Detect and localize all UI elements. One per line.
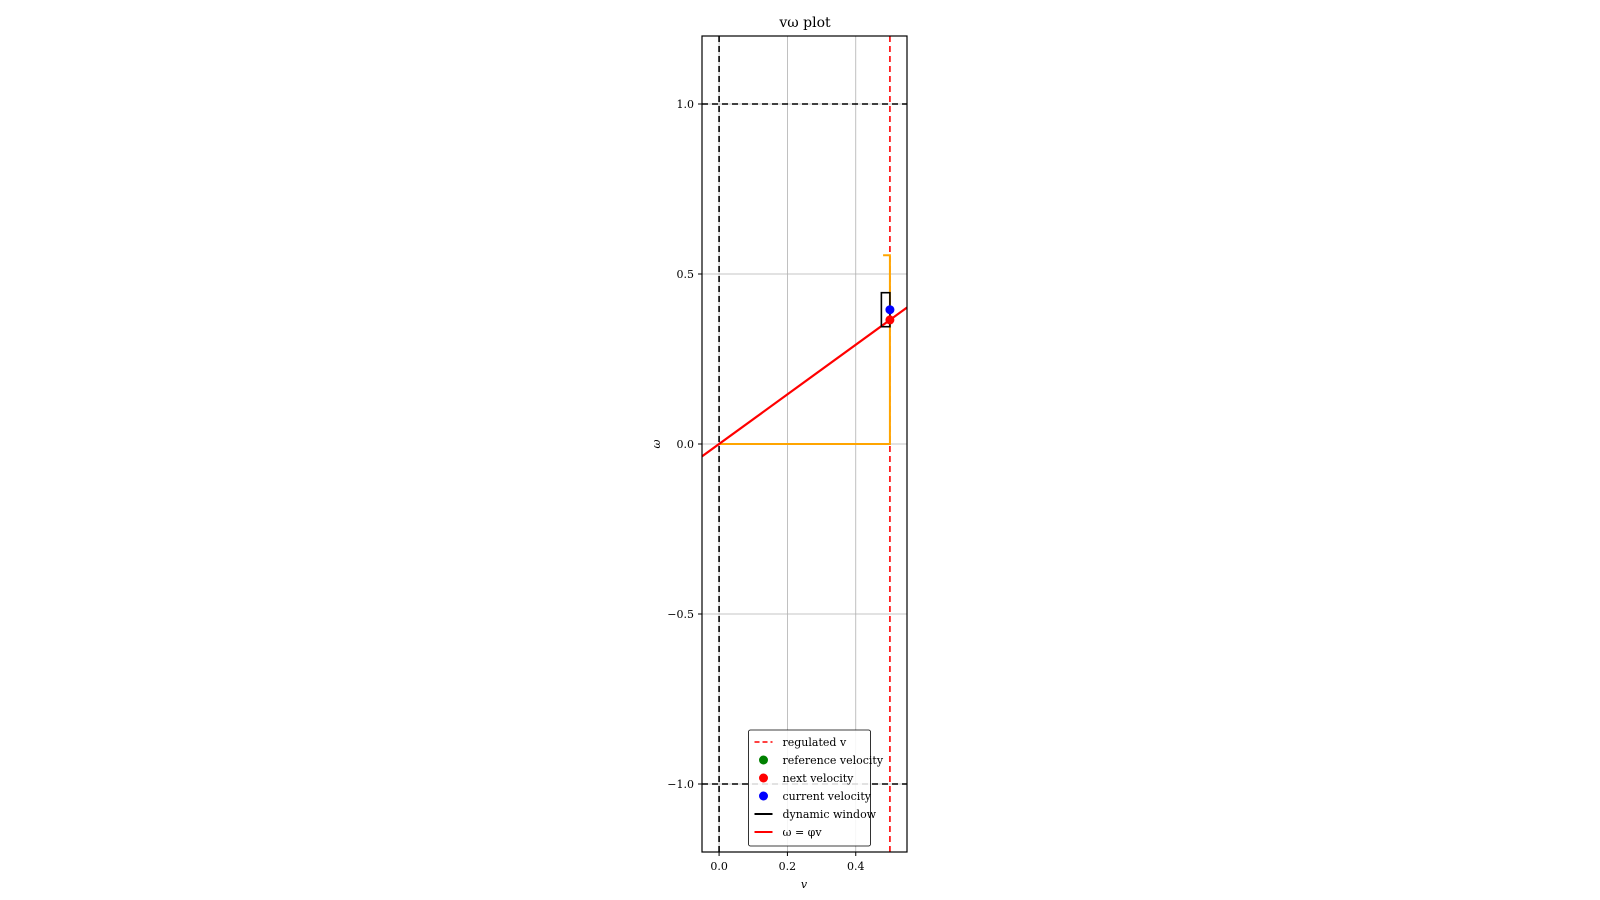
x-tick-label-0: 0.0	[710, 860, 728, 873]
x-tick-label-2: 0.4	[847, 860, 865, 873]
legend-swatch-1	[759, 755, 768, 765]
y-tick-label-0: 1.0	[677, 98, 695, 111]
legend-label-5: ω = φv	[783, 826, 823, 839]
legend-label-0: regulated v	[783, 736, 847, 749]
y-tick-label-1: 0.5	[677, 268, 695, 281]
next-velocity-point	[885, 315, 895, 325]
legend-swatch-2	[759, 773, 768, 783]
y-tick-label-2: 0.0	[677, 438, 695, 451]
x-tick-label-1: 0.2	[779, 860, 797, 873]
legend-label-2: next velocity	[783, 772, 855, 785]
legend-box	[748, 729, 871, 847]
orange-path	[719, 254, 891, 445]
legend-label-4: dynamic window	[783, 808, 877, 821]
y-tick-label-3: −0.5	[667, 608, 694, 621]
legend: regulated v reference velocity next veloci…	[748, 729, 884, 847]
legend-label-1: reference velocity	[783, 754, 884, 767]
current-velocity-point	[885, 305, 895, 315]
ticks: 0.0 0.2 0.4 1.0 0.5 0.0 −0.5 −1.0	[667, 98, 864, 873]
phi-line	[702, 306, 907, 458]
y-tick-label-4: −1.0	[667, 778, 694, 791]
y-axis-label: ω	[650, 439, 663, 448]
x-axis-label: v	[801, 878, 808, 891]
legend-swatch-3	[759, 791, 768, 801]
legend-label-3: current velocity	[783, 790, 872, 803]
chart-title: vω plot	[778, 15, 831, 31]
